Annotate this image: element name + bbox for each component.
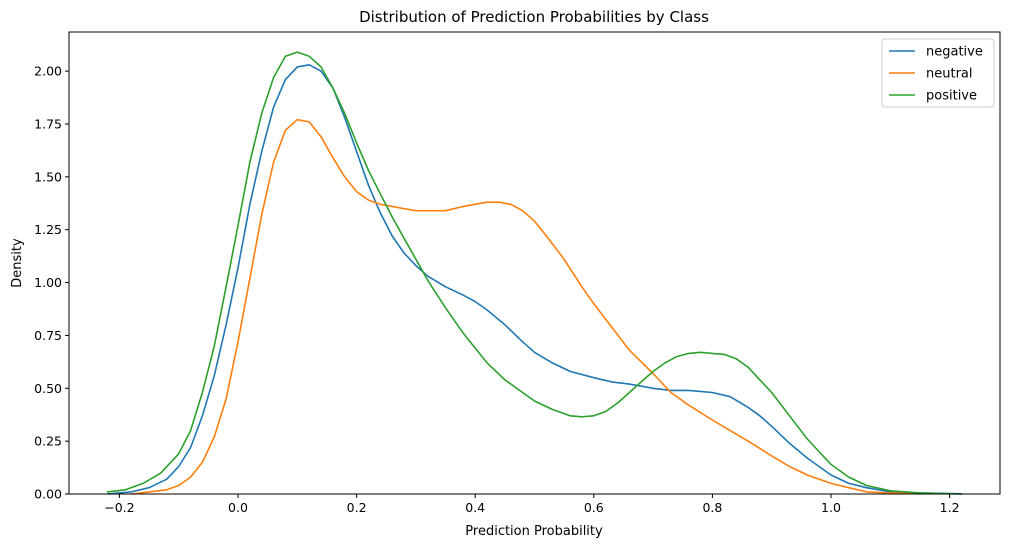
chart-title: Distribution of Prediction Probabilities…: [359, 8, 709, 26]
legend: negative neutral positive: [881, 38, 995, 108]
series-line-positive: [106, 51, 963, 495]
x-tick-label: 0.2: [347, 500, 367, 515]
y-tick-label: 1.50: [34, 169, 62, 184]
legend-box: [881, 38, 995, 108]
legend-label-positive: positive: [926, 89, 977, 104]
y-tick-label: 1.75: [34, 116, 62, 131]
series-line-negative: [106, 64, 963, 495]
y-tick-label: 2.00: [34, 64, 62, 79]
y-tick-label: 1.00: [34, 275, 62, 290]
legend-label-negative: negative: [926, 45, 983, 60]
x-tick-label: 1.2: [940, 500, 960, 515]
x-axis-label: Prediction Probability: [465, 524, 603, 539]
x-tick-label: −0.2: [104, 500, 134, 515]
plot-frame: [68, 31, 1001, 495]
y-tick-label: 0.50: [34, 381, 62, 396]
y-tick-label: 0.00: [34, 487, 62, 502]
x-tick-label: 0.4: [465, 500, 485, 515]
x-tick-label: 1.0: [821, 500, 841, 515]
plot-lines: [106, 51, 963, 495]
y-tick-label: 0.25: [34, 434, 62, 449]
x-tick-label: 0.6: [584, 500, 604, 515]
series-line-neutral: [130, 118, 921, 495]
legend-label-neutral: neutral: [926, 67, 973, 82]
x-tick-label: 0.8: [702, 500, 722, 515]
y-axis: 0.00 0.25 0.50 0.75 1.00 1.25 1.50 1.75 2.00: [34, 64, 69, 502]
y-axis-label: Density: [10, 238, 25, 288]
y-tick-label: 1.25: [34, 222, 62, 237]
x-axis: −0.2 0.0 0.2 0.4 0.6 0.8 1.0 1.2: [104, 494, 960, 515]
x-tick-label: 0.0: [228, 500, 248, 515]
y-tick-label: 0.75: [34, 328, 62, 343]
